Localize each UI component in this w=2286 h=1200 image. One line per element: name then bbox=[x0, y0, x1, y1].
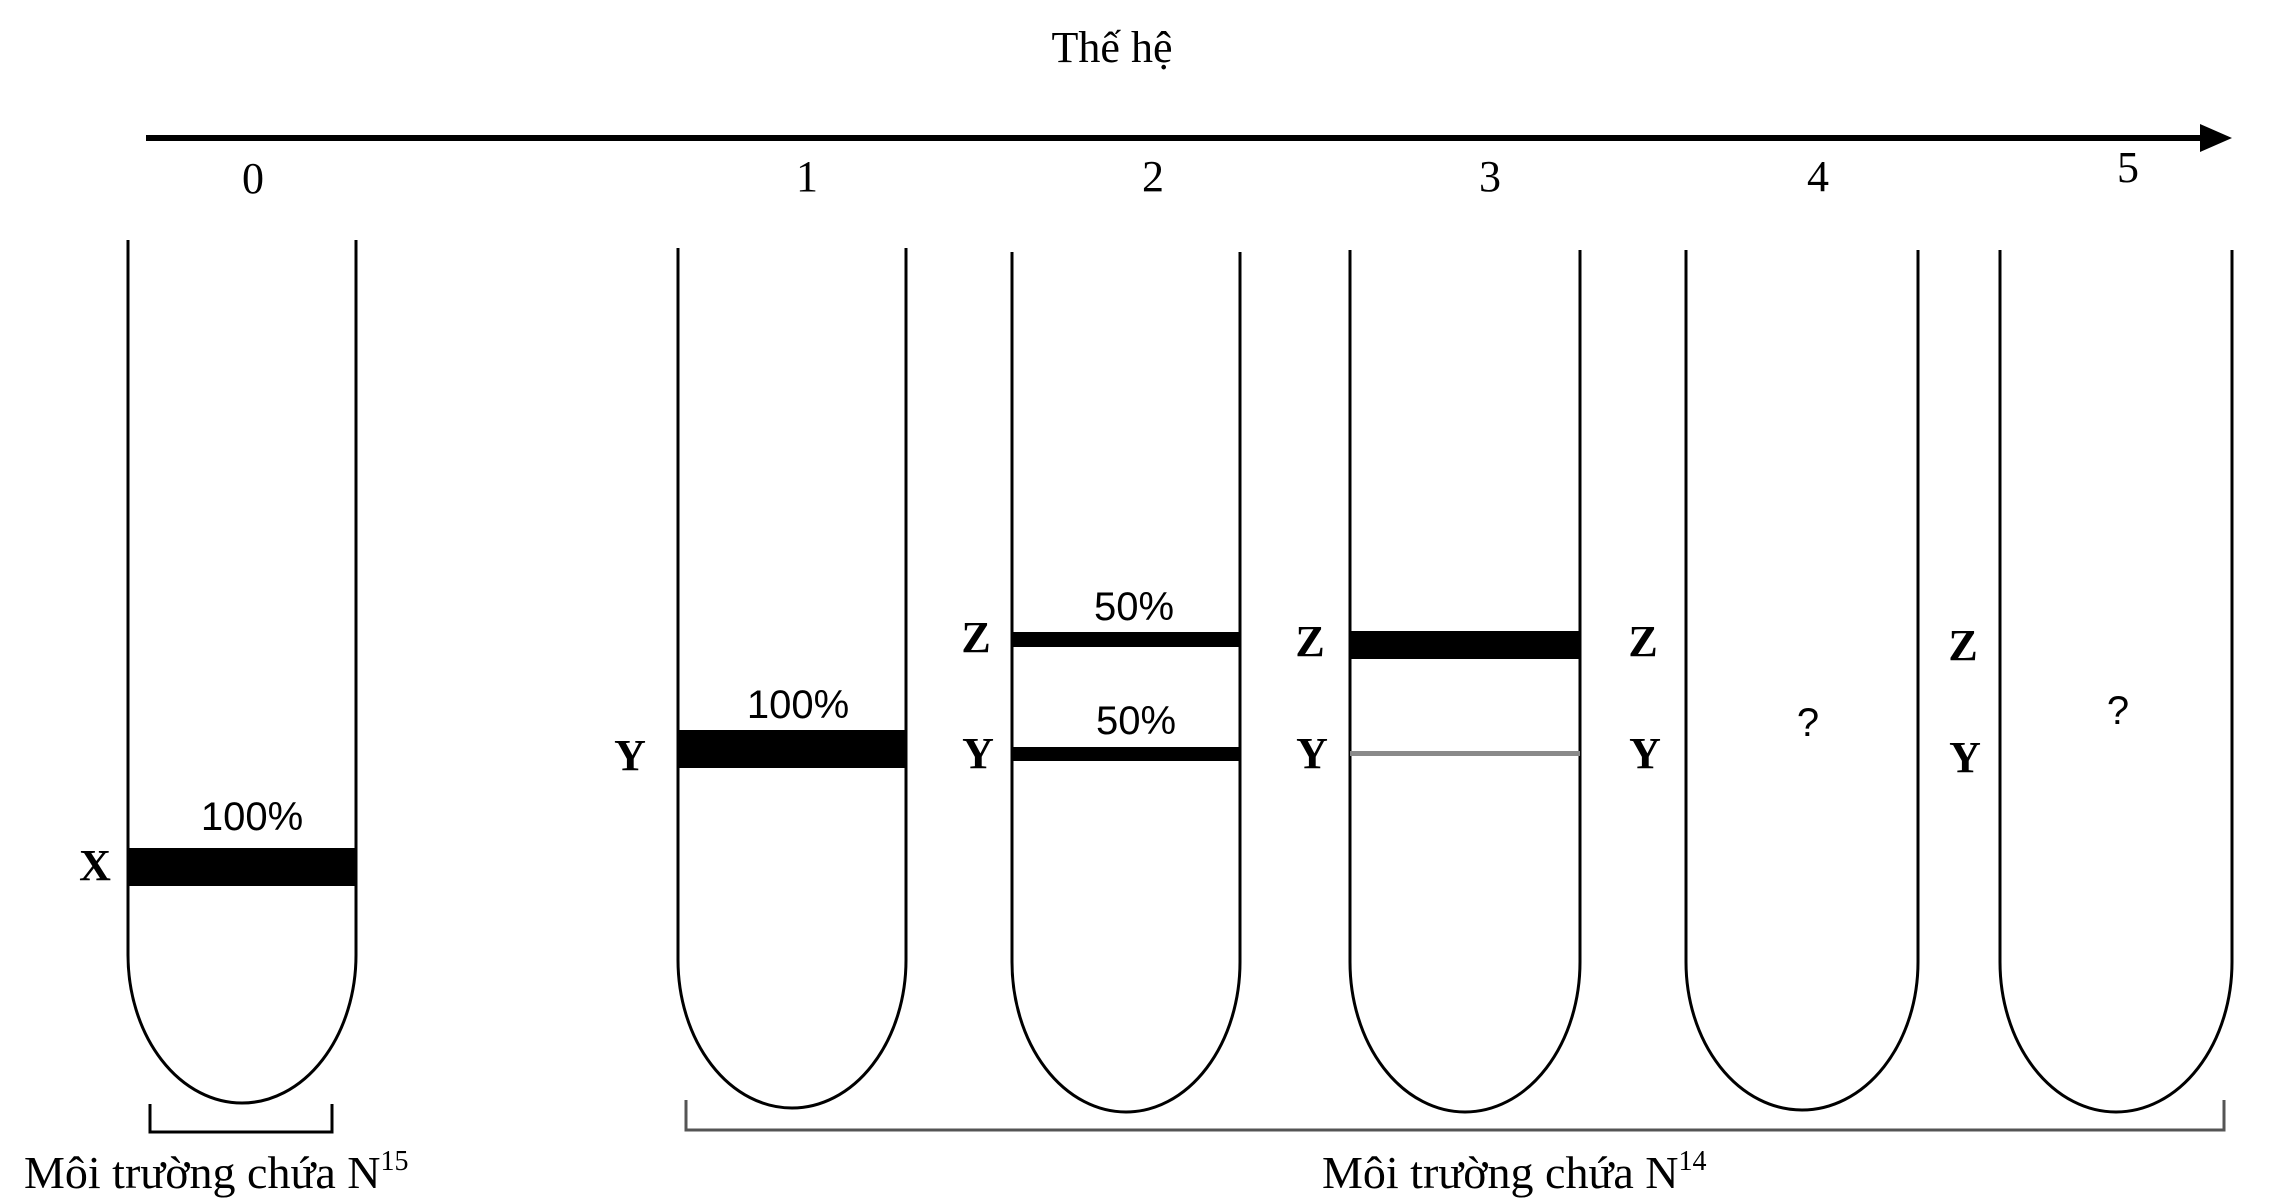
dna-band-x bbox=[128, 848, 356, 886]
band-letter-y-gen4: Y bbox=[1629, 729, 1661, 778]
medium-label-n14: Môi trường chứa N14 bbox=[1322, 1146, 1707, 1198]
generation-label-1: 1 bbox=[796, 152, 818, 201]
band-letter-z-gen4: Z bbox=[1628, 617, 1657, 666]
band-letter-y-gen5: Y bbox=[1949, 733, 1981, 782]
generation-label-5: 5 bbox=[2117, 143, 2139, 192]
generation-label-3: 3 bbox=[1479, 152, 1501, 201]
test-tube-5 bbox=[1998, 250, 2234, 1114]
test-tube-0 bbox=[126, 240, 358, 1105]
generation-label-0: 0 bbox=[242, 154, 264, 203]
band-letter-z-gen5: Z bbox=[1948, 621, 1977, 670]
band-letter-z-gen3: Z bbox=[1295, 617, 1324, 666]
title: Thế hệ bbox=[1052, 23, 1173, 72]
arrow-head-icon bbox=[2200, 124, 2232, 152]
test-tube-1 bbox=[676, 248, 908, 1110]
dna-band-y-gen3 bbox=[1350, 751, 1580, 756]
band-letter-y-gen2: Y bbox=[962, 729, 994, 778]
test-tube-4 bbox=[1684, 250, 1920, 1112]
percent-label-y-gen2: 50% bbox=[1096, 699, 1176, 743]
percent-label-y-gen1: 100% bbox=[747, 683, 849, 727]
dna-band-y-gen1 bbox=[678, 730, 906, 768]
medium-label-n15-text: Môi trường chứa N bbox=[24, 1147, 381, 1198]
dna-band-z-gen2 bbox=[1012, 632, 1240, 647]
unknown-mark-gen4: ? bbox=[1797, 701, 1819, 745]
test-tube-2 bbox=[1010, 252, 1242, 1114]
band-letter-y-gen1: Y bbox=[614, 731, 646, 780]
medium-label-n14-sup: 14 bbox=[1679, 1146, 1707, 1177]
percent-label-z-gen2: 50% bbox=[1094, 585, 1174, 629]
percent-label-x: 100% bbox=[201, 795, 303, 839]
medium-label-n15-sup: 15 bbox=[381, 1146, 409, 1177]
dna-band-y-gen2 bbox=[1012, 747, 1240, 761]
bracket-n15 bbox=[148, 1104, 334, 1134]
band-letter-z-gen2: Z bbox=[961, 613, 990, 662]
band-letter-y-gen3: Y bbox=[1296, 729, 1328, 778]
unknown-mark-gen5: ? bbox=[2107, 689, 2129, 733]
medium-label-n14-text: Môi trường chứa N bbox=[1322, 1147, 1679, 1198]
generation-label-2: 2 bbox=[1142, 152, 1164, 201]
bracket-n14 bbox=[684, 1100, 2226, 1132]
medium-label-n15: Môi trường chứa N15 bbox=[24, 1146, 409, 1198]
dna-band-z-gen3 bbox=[1350, 631, 1580, 659]
band-letter-x: X bbox=[79, 841, 111, 890]
test-tube-3 bbox=[1348, 250, 1582, 1114]
generation-label-4: 4 bbox=[1807, 152, 1829, 201]
